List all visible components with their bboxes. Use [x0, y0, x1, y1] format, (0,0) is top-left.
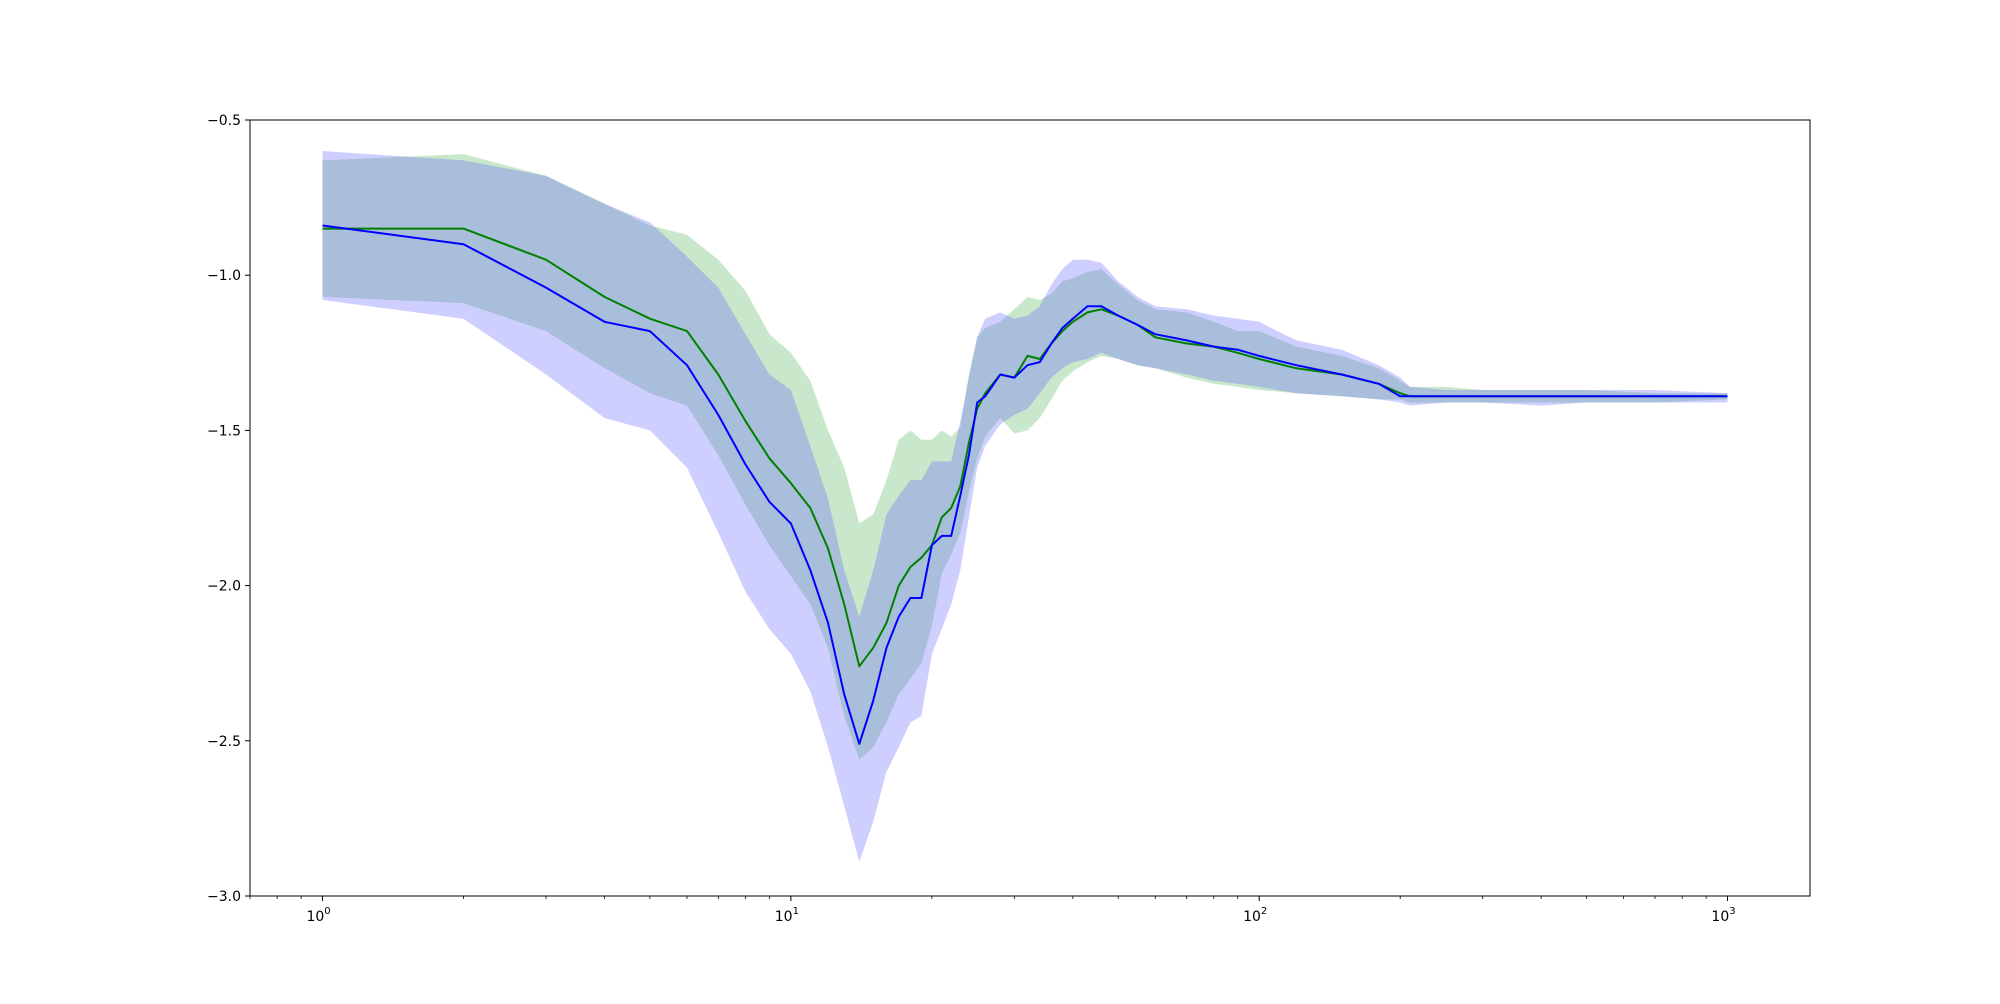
- y-tick-label: −2.0: [207, 579, 241, 595]
- axis-ticks: −0.5 −1.0 −1.5 −2.0 −2.5 −3.0 100 101 102 103: [207, 113, 1736, 925]
- series-1-confidence-band: [322, 154, 1728, 760]
- series-2-line: [322, 224, 1728, 745]
- x-tick-label: 100: [306, 906, 330, 925]
- confidence-bands: [322, 151, 1728, 862]
- y-tick-label: −3.0: [207, 889, 241, 905]
- plot-frame: [249, 119, 1811, 897]
- x-tick-label: 102: [1243, 906, 1267, 925]
- series-lines: [322, 224, 1728, 745]
- y-tick-label: −1.5: [207, 423, 241, 439]
- x-tick-label: 103: [1711, 906, 1735, 925]
- series-2-confidence-band: [322, 151, 1728, 862]
- y-tick-label: −0.5: [207, 113, 241, 129]
- x-tick-label: 101: [775, 906, 799, 925]
- y-tick-label: −1.0: [207, 268, 241, 284]
- y-tick-label: −2.5: [207, 734, 241, 750]
